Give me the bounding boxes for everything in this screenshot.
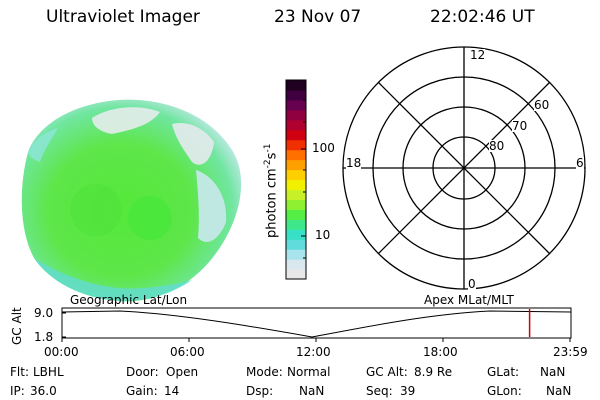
- timeline-x-tick-2359: 23:59: [553, 345, 588, 359]
- info-gcalt-value: 8.9 Re: [414, 365, 453, 379]
- timeline-left-title: Geographic Lat/Lon: [70, 293, 188, 307]
- colorbar-tick-marks: [301, 99, 306, 259]
- colorbar-band: [286, 109, 306, 121]
- timeline-x-tick-0000: 00:00: [44, 345, 79, 359]
- info-glon-value: NaN: [546, 384, 572, 398]
- colorbar-band: [286, 209, 306, 220]
- colorbar-gradient: [286, 80, 306, 280]
- polar-label-6: 6: [576, 156, 584, 170]
- timeline-x-tick-1800: 18:00: [423, 345, 458, 359]
- timeline-altitude-curve: [61, 310, 572, 338]
- colorbar-band: [286, 129, 306, 141]
- colorbar-band: [286, 80, 306, 91]
- header-date: 23 Nov 07: [274, 7, 362, 27]
- colorbar-band: [286, 219, 306, 230]
- info-ip-label: IP:: [10, 384, 25, 398]
- colorbar-band: [286, 189, 306, 200]
- colorbar-tick-100: 100: [312, 141, 335, 155]
- colorbar-band: [286, 249, 306, 260]
- polar-label-70: 70: [512, 119, 528, 133]
- colorbar-tick-10: 10: [315, 228, 331, 242]
- timeline-y-min: 1.8: [34, 330, 54, 344]
- info-seq-value: 39: [400, 384, 416, 398]
- colorbar-band: [286, 119, 306, 131]
- info-glat-label: GLat:: [487, 365, 520, 379]
- timeline-x-tick-marks: [61, 338, 571, 342]
- info-glat-value: NaN: [540, 365, 566, 379]
- info-flt-value: LBHL: [33, 365, 64, 379]
- header-time: 22:02:46 UT: [430, 7, 535, 27]
- info-door-label: Door:: [126, 365, 159, 379]
- info-ip-value: 36.0: [30, 384, 57, 398]
- polar-label-12: 12: [470, 48, 486, 62]
- info-gain-value: 14: [164, 384, 180, 398]
- info-dsp-label: Dsp:: [246, 384, 274, 398]
- polar-diagonal-2: [377, 81, 551, 255]
- timeline-y-max: 9.0: [34, 306, 54, 320]
- polar-label-18: 18: [346, 156, 362, 170]
- polar-label-80: 80: [489, 139, 505, 153]
- info-door-value: Open: [166, 365, 199, 379]
- instrument-title: Ultraviolet Imager: [46, 7, 200, 27]
- info-seq-label: Seq:: [366, 384, 393, 398]
- uv-disk: [21, 99, 242, 302]
- polar-label-0: 0: [468, 277, 476, 291]
- info-dsp-value: NaN: [299, 384, 325, 398]
- info-mode-value: Normal: [287, 365, 331, 379]
- colorbar-band: [286, 269, 306, 280]
- colorbar-band: [286, 169, 306, 181]
- colorbar-band: [286, 199, 306, 210]
- timeline-right-title: Apex MLat/MLT: [424, 293, 514, 307]
- colorbar-band: [286, 159, 306, 171]
- info-flt-label: Flt:: [10, 365, 29, 379]
- polar-label-60: 60: [534, 98, 550, 112]
- timeline-x-tick-0600: 06:00: [170, 345, 205, 359]
- colorbar-band: [286, 259, 306, 270]
- colorbar-band: [286, 139, 306, 151]
- info-mode-label: Mode:: [246, 365, 283, 379]
- colorbar-band: [286, 239, 306, 250]
- info-glon-label: GLon:: [487, 384, 522, 398]
- timeline-x-tick-1200: 12:00: [296, 345, 331, 359]
- info-gain-label: Gain:: [126, 384, 158, 398]
- colorbar-band: [286, 179, 306, 191]
- colorbar-band: [286, 89, 306, 101]
- colorbar-band: [286, 99, 306, 111]
- info-gcalt-label: GC Alt:: [366, 365, 408, 379]
- colorbar-band: [286, 229, 306, 240]
- colorbar-band: [286, 149, 306, 161]
